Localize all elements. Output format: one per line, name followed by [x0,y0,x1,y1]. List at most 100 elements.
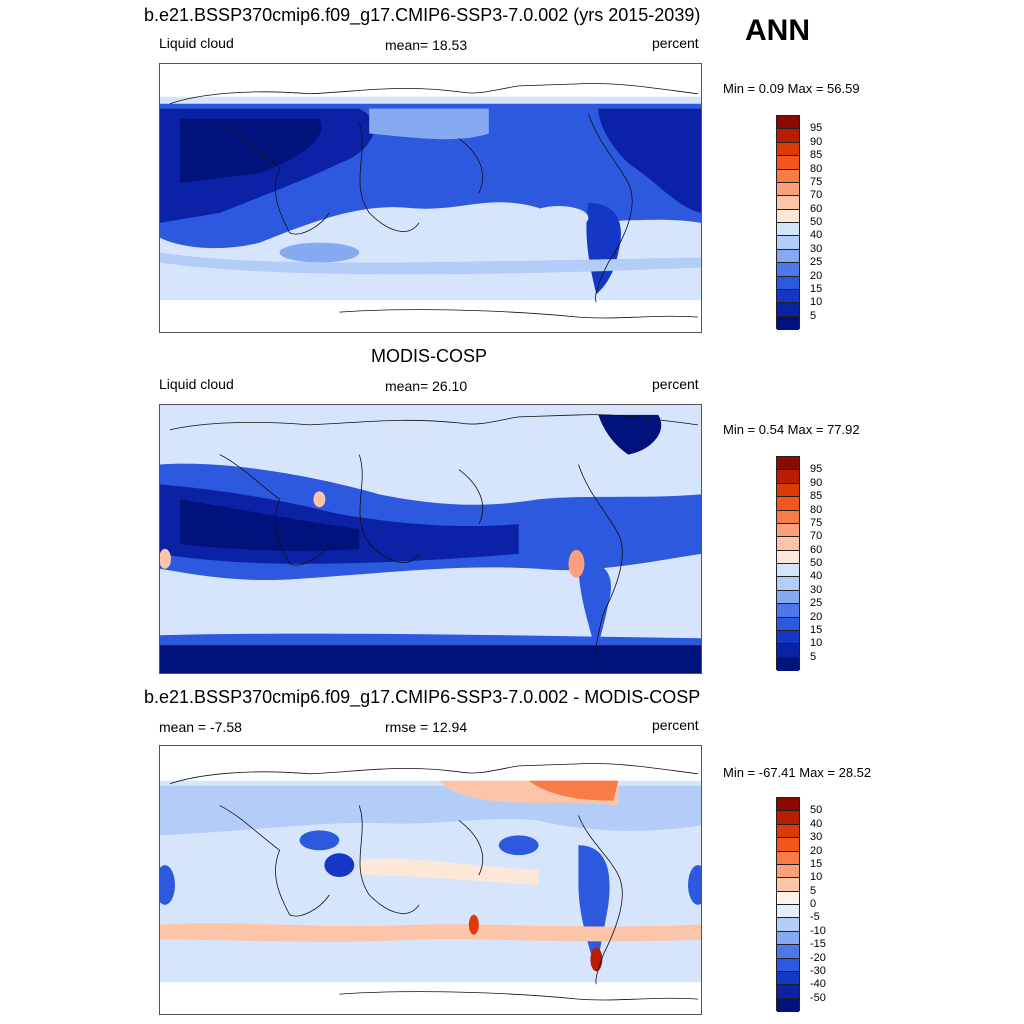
colorbar-3-tick: -20 [810,951,826,964]
colorbar-3-swatch [777,891,799,905]
colorbar-2-tick: 15 [810,623,823,636]
panel-2-variable-label: Liquid cloud [159,376,234,392]
colorbar-2-tick: 85 [810,490,823,503]
colorbar-1-swatch [777,156,799,170]
colorbar-3-swatch [777,985,799,999]
panel-2-units-label: percent [652,376,699,392]
panel-1-title: b.e21.BSSP370cmip6.f09_g17.CMIP6-SSP3-7.… [144,5,701,25]
panel-3-mean-label: mean = -7.58 [159,719,242,735]
colorbar-3-swatch [777,838,799,852]
colorbar-2-swatch [777,470,799,484]
colorbar-1-tick: 75 [810,175,823,188]
colorbar-2-tick: 40 [810,570,823,583]
colorbar-2-swatch [777,497,799,511]
colorbar-1-swatch [777,289,799,304]
colorbar-3-tick: 50 [810,804,823,817]
colorbar-3-tick: -5 [810,911,820,924]
colorbar-2-swatch [777,550,799,564]
colorbar-2-swatch [777,657,799,671]
panel-3-units-label: percent [652,717,699,733]
colorbar-3-swatch [777,811,799,825]
colorbar-3-tick: 40 [810,817,823,830]
season-label: ANN [745,14,810,47]
colorbar-2-swatch [777,577,799,591]
panel-3-rmse-label: rmse = 12.94 [385,719,468,735]
colorbar-3-swatch [777,905,799,919]
colorbar-2-swatch [777,630,799,645]
colorbar-1-tick: 90 [810,135,823,148]
colorbar-2-tick: 5 [810,650,817,663]
panel-2-title: MODIS-COSP [371,346,488,366]
colorbar-3-swatch [777,971,799,986]
colorbar-3-swatch [777,798,799,812]
colorbar-1-tick: 85 [810,149,823,162]
panel-2-minmax: Min = 0.54 Max = 77.92 [723,422,860,437]
colorbar-2-swatch [777,483,799,498]
panel-2-colorbar [776,456,800,671]
panel-1-variable-label: Liquid cloud [159,35,234,51]
panel-3-map [159,745,702,1015]
panel-3-title: b.e21.BSSP370cmip6.f09_g17.CMIP6-SSP3-7.… [144,687,701,707]
colorbar-2-swatch [777,644,799,658]
colorbar-3-tick: 15 [810,857,823,870]
panel-1-colorbar [776,115,800,330]
colorbar-1-swatch [777,209,799,223]
colorbar-1-tick: 15 [810,282,823,295]
colorbar-1-swatch [777,116,799,130]
colorbar-2-tick: 30 [810,583,823,596]
colorbar-1-swatch [777,249,799,264]
colorbar-1-tick: 40 [810,229,823,242]
colorbar-1-tick: 30 [810,242,823,255]
colorbar-2-swatch [777,564,799,578]
colorbar-3-swatch [777,918,799,932]
colorbar-1-tick: 5 [810,309,817,322]
panel-3-minmax: Min = -67.41 Max = 28.52 [723,765,872,780]
colorbar-2-tick: 60 [810,543,823,556]
panel-1-map [159,63,702,333]
colorbar-3-tick: -30 [810,964,826,977]
colorbar-1-tick: 50 [810,216,823,228]
colorbar-2-tick: 70 [810,530,823,543]
colorbar-2-tick: 75 [810,516,823,529]
colorbar-2-tick: 50 [810,557,823,569]
colorbar-3-swatch [777,824,799,839]
colorbar-3-tick: 5 [810,884,817,897]
colorbar-2-swatch [777,457,799,471]
colorbar-2-swatch [777,523,799,538]
colorbar-3-tick: 30 [810,831,823,844]
colorbar-1-tick: 10 [810,296,823,309]
colorbar-1-swatch [777,196,799,210]
colorbar-2-tick: 90 [810,476,823,489]
colorbar-3-tick: 0 [810,898,817,910]
colorbar-3-swatch [777,945,799,959]
colorbar-1-tick: 60 [810,202,823,215]
colorbar-3-tick: -40 [810,978,826,991]
panel-2-mean-label: mean= 26.10 [385,378,468,394]
colorbar-3-swatch [777,878,799,892]
colorbar-3-tick: 20 [810,844,823,857]
colorbar-2-tick: 25 [810,597,823,610]
colorbar-3-tick: -15 [810,938,826,951]
colorbar-3-tick: -50 [810,991,826,1004]
colorbar-1-tick: 70 [810,189,823,202]
colorbar-1-swatch [777,236,799,250]
colorbar-1-tick: 25 [810,256,823,269]
colorbar-1-tick: 80 [810,162,823,175]
panel-3-colorbar [776,797,800,1012]
colorbar-2-swatch [777,617,799,631]
colorbar-1-swatch [777,316,799,330]
colorbar-3-swatch [777,931,799,946]
colorbar-3-swatch [777,998,799,1012]
colorbar-2-swatch [777,510,799,524]
panel-1-minmax: Min = 0.09 Max = 56.59 [723,81,860,96]
colorbar-2-tick: 80 [810,503,823,516]
colorbar-1-tick: 20 [810,269,823,282]
colorbar-3-tick: -10 [810,924,826,937]
colorbar-2-swatch [777,590,799,605]
colorbar-2-swatch [777,604,799,618]
colorbar-2-tick: 10 [810,637,823,650]
colorbar-1-swatch [777,129,799,143]
panel-1-units-label: percent [652,35,699,51]
colorbar-1-swatch [777,276,799,290]
panel-2-map [159,404,702,674]
